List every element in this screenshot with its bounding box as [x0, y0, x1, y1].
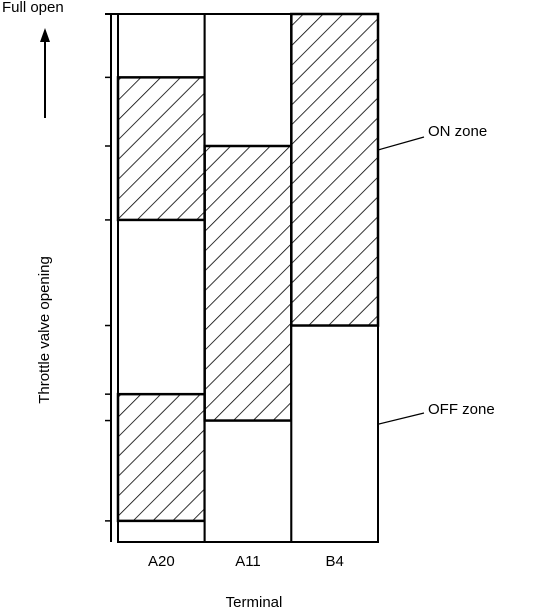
on-zone: [116, 76, 206, 222]
annotation: OFF zone: [428, 401, 495, 418]
annotation-leader: [377, 136, 425, 151]
on-zone: [290, 12, 380, 327]
y-axis-label: Throttle valve opening: [36, 256, 53, 404]
arrow-head: [40, 28, 50, 42]
y-tick-label: Full open: [2, 0, 64, 16]
x-tick-label: A20: [148, 553, 175, 570]
x-tick-label: A11: [235, 553, 261, 570]
x-axis-label: Terminal: [226, 594, 283, 611]
annotation-leader: [374, 412, 425, 426]
on-zone: [203, 144, 293, 422]
x-tick-label: B4: [325, 553, 343, 570]
on-zone: [116, 392, 206, 523]
annotation: ON zone: [428, 123, 487, 140]
